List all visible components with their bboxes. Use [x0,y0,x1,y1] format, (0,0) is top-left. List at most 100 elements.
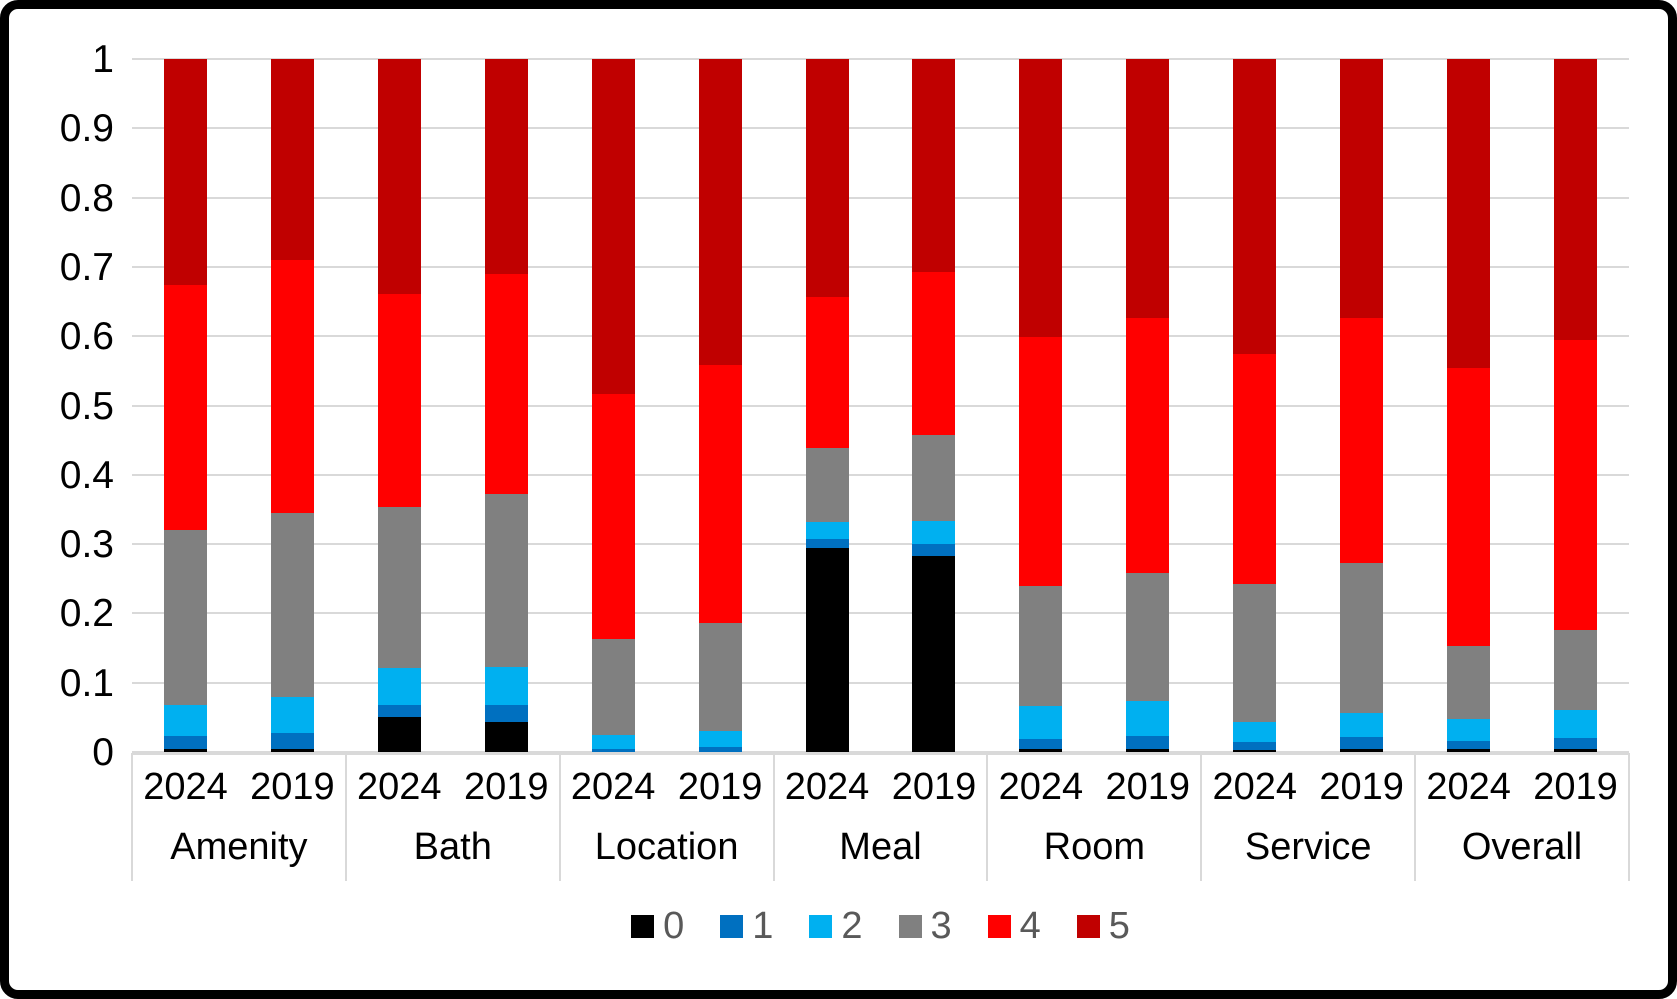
bar-segment [377,59,421,294]
y-tick-label: 0.3 [59,523,114,567]
bar-segment [1019,738,1063,750]
legend-item: 3 [898,905,952,947]
bar-segment [270,512,314,698]
category-label: Amenity [170,826,308,868]
bar-segment [1340,59,1384,318]
bar-segment [1554,738,1598,750]
bar-segment [377,717,421,752]
bar-segment [1126,749,1170,752]
legend-swatch [987,914,1011,938]
y-tick-label: 0.7 [59,245,114,289]
bar [698,59,742,752]
bar-segment [1233,353,1277,585]
legend-label: 4 [1019,905,1041,947]
legend-item: 5 [1076,905,1130,947]
y-tick-label: 0 [92,731,114,774]
bar-segment [1447,749,1491,752]
bar-segment [1126,59,1170,318]
bar-segment [1019,706,1063,739]
bar-segment [1340,749,1384,752]
bar [484,59,528,752]
legend-label: 3 [930,905,952,947]
category-label: Overall [1461,826,1583,868]
bar-segment [1447,740,1491,750]
bar-segment [1019,59,1063,337]
bar-segment [484,273,528,495]
legend-swatch [898,914,922,938]
bar-segment [270,733,314,749]
x-axis-line [132,753,1629,755]
bar-segment [912,272,956,436]
bar-segment [1340,712,1384,737]
bar-segment [1233,584,1277,723]
grid-line [132,681,1629,684]
grid-line [132,751,1629,753]
bar [1233,59,1277,752]
bar-segment [1340,562,1384,713]
legend-item: 4 [987,905,1041,947]
legend-label: 2 [841,905,863,947]
grid-line [132,473,1629,476]
bar-segment [912,544,956,556]
bar-segment [270,59,314,260]
bar-segment [698,623,742,731]
bar-segment [163,530,207,705]
year-label: 2024 [570,766,656,808]
bar-segment [484,59,528,274]
bar-segment [377,704,421,718]
bar-segment [1554,710,1598,739]
bar-segment [805,548,849,752]
year-label: 2019 [463,766,549,808]
year-label: 2024 [1426,766,1511,808]
bar-segment [484,722,528,752]
bar-segment [698,747,742,752]
bar-segment [1233,749,1277,752]
bar-segment [270,748,314,752]
bar-segment [912,435,956,521]
category-label: Room [1043,826,1146,868]
category-separator [1414,753,1417,881]
bar [1019,59,1063,752]
y-tick-label: 1 [92,38,114,81]
grid-line [132,196,1629,199]
bar-segment [1019,336,1063,586]
bar-segment [805,296,849,449]
bar-segment [270,259,314,513]
year-label: 2024 [784,766,870,808]
bar-segment [1340,736,1384,750]
grid-line [132,404,1629,407]
year-label: 2019 [1533,766,1618,808]
bar-segment [805,448,849,522]
bar-segment [1019,585,1063,707]
category-separator [986,753,989,881]
legend-swatch [809,914,833,938]
year-label: 2019 [891,766,977,808]
bar [912,59,956,752]
bar-segment [163,284,207,531]
category-label: Bath [413,826,492,868]
legend-swatch [1076,914,1100,938]
legend-label: 0 [663,905,685,947]
bar-segment [1126,317,1170,574]
bar-segment [1019,749,1063,752]
y-tick-label: 0.2 [59,592,114,636]
legend-label: 5 [1108,905,1130,947]
bar-segment [163,59,207,285]
legend-swatch [720,914,744,938]
year-label: 2024 [998,766,1084,808]
bar-segment [163,748,207,752]
category-separator [1200,753,1203,881]
category-separator [344,753,347,881]
bar-segment [377,668,421,705]
y-tick-label: 0.9 [59,107,114,151]
bar-segment [163,704,207,737]
bar-segment [1447,59,1491,369]
bar-segment [591,734,635,750]
bar-segment [1233,742,1277,750]
year-label: 2019 [1319,766,1404,808]
legend-label: 1 [752,905,774,947]
bar-segment [1447,718,1491,741]
bar-segment [805,538,849,549]
year-label: 2024 [357,766,442,808]
